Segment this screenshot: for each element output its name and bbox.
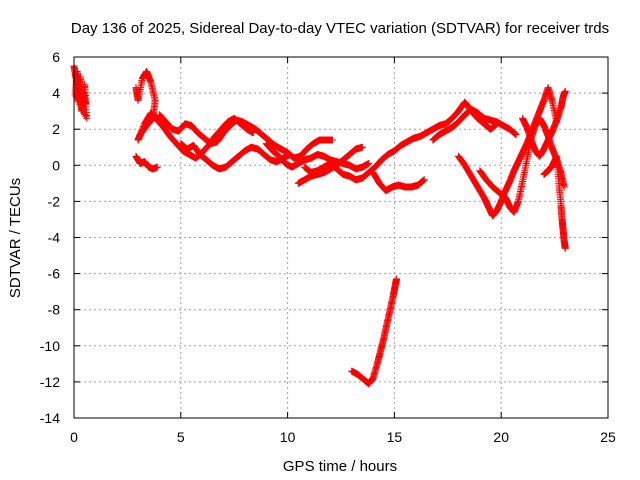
y-tick-label: -2 <box>48 193 61 209</box>
y-tick-label: -10 <box>40 338 60 354</box>
x-tick-label: 0 <box>70 429 78 445</box>
series-track-k <box>454 84 561 220</box>
data-point <box>420 176 428 184</box>
series-track-b <box>132 152 161 173</box>
y-tick-label: 2 <box>52 121 60 137</box>
y-tick-label: 4 <box>52 85 60 101</box>
series-track-e <box>262 140 373 173</box>
data-point <box>561 87 569 95</box>
y-tick-labels: -14 -12 -10 -8 -6 -4 -2 0 2 4 6 <box>40 49 60 426</box>
x-tick-label: 5 <box>177 429 185 445</box>
y-tick-label: -14 <box>40 410 60 426</box>
series-track-h <box>369 169 428 195</box>
data-point <box>393 275 401 283</box>
series-track-j <box>429 105 520 144</box>
data-point <box>358 143 366 151</box>
x-tick-label: 15 <box>387 429 403 445</box>
series-track-n <box>540 152 569 252</box>
data-point <box>82 100 90 108</box>
data-point <box>328 136 336 144</box>
series-track-i <box>348 275 401 388</box>
plot-frame <box>73 56 609 419</box>
y-tick-label: 6 <box>52 49 60 65</box>
data-point <box>365 159 373 167</box>
chart-title: Day 136 of 2025, Sidereal Day-to-day VTE… <box>71 20 609 37</box>
y-tick-label: -6 <box>48 266 61 282</box>
data-point <box>512 131 520 139</box>
x-tick-labels: 0 5 10 15 20 25 <box>70 429 616 445</box>
x-tick-label: 10 <box>280 429 296 445</box>
y-tick-label: -12 <box>40 374 60 390</box>
y-tick-label: -8 <box>48 302 61 318</box>
data-point <box>561 244 569 252</box>
data-markers <box>70 62 569 388</box>
x-tick-label: 20 <box>493 429 509 445</box>
y-tick-label: -4 <box>48 230 61 246</box>
series-track-m <box>519 87 569 160</box>
y-axis-label: SDTVAR / TECUs <box>7 178 24 298</box>
data-point <box>153 163 161 171</box>
x-axis-label: GPS time / hours <box>283 458 397 475</box>
y-tick-label: 0 <box>52 157 60 173</box>
data-point <box>286 150 294 158</box>
x-tick-label: 25 <box>600 429 616 445</box>
series-tracks-early <box>70 62 91 122</box>
